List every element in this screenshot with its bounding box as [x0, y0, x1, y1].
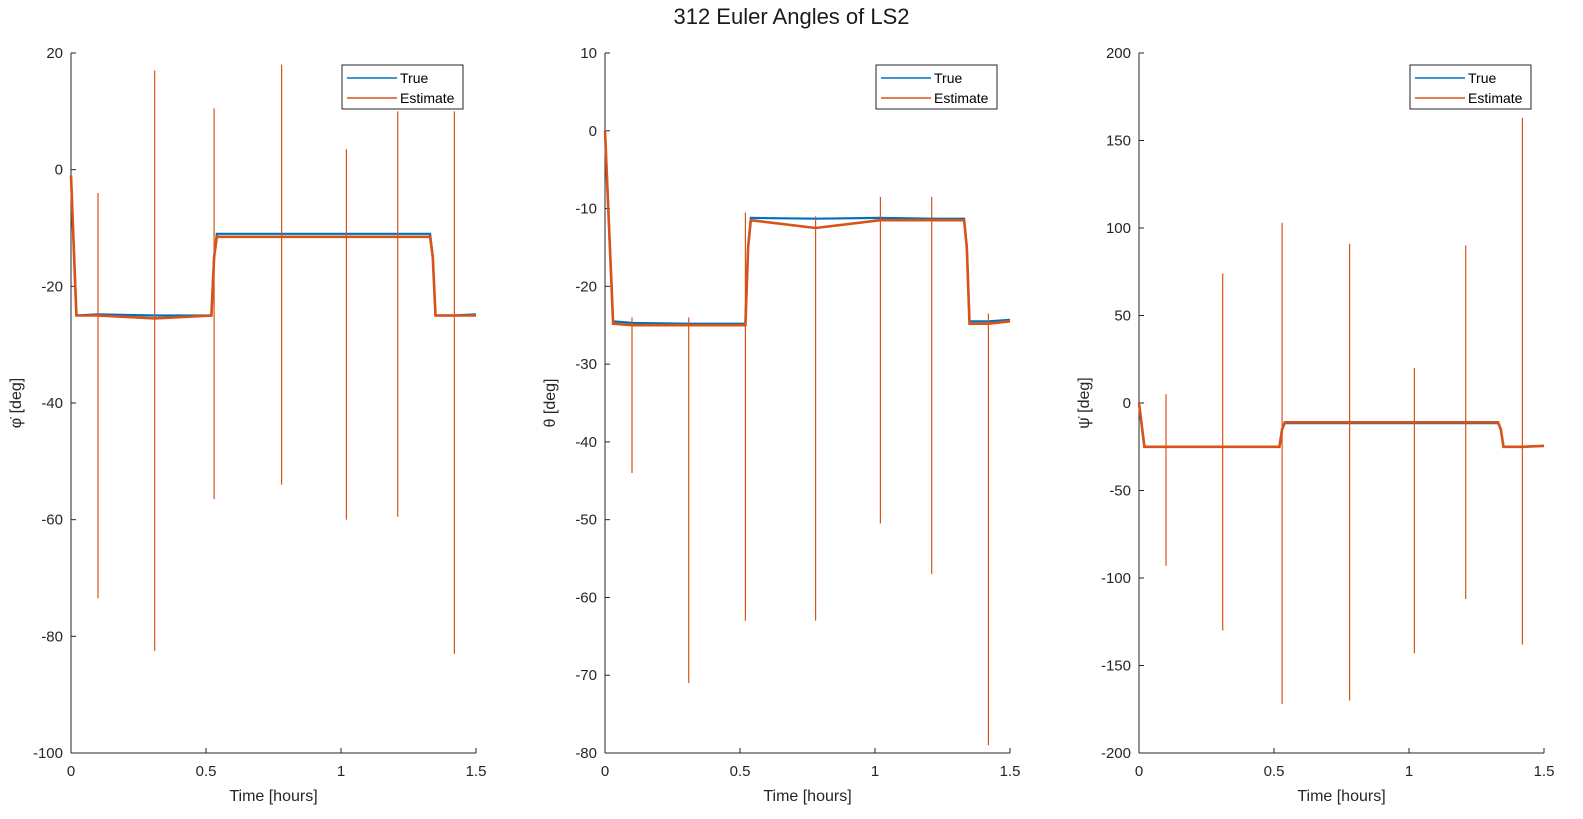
series-true-line [69, 175, 477, 317]
y-tick-label: 50 [1114, 308, 1131, 325]
series-estimate-line [1137, 402, 1545, 449]
y-axis-label: φ̇ [deg] [8, 378, 25, 428]
x-tick-label: 0.5 [730, 763, 751, 780]
figure-title: 312 Euler Angles of LS2 [673, 4, 910, 29]
legend-entry: Estimate [400, 90, 455, 106]
x-tick-label: 0.5 [1264, 763, 1285, 780]
legend-entry: Estimate [934, 90, 989, 106]
x-tick-label: 1 [1405, 763, 1413, 780]
x-axis-label: Time [hours] [229, 788, 317, 805]
series-true-line [1137, 402, 1545, 448]
x-tick-label: 0 [67, 763, 75, 780]
y-tick-label: 0 [589, 123, 597, 140]
y-tick-label: 100 [1106, 220, 1131, 237]
legend-entry: True [934, 70, 962, 86]
x-tick-label: 0.5 [196, 763, 217, 780]
x-tick-label: 0 [1135, 763, 1143, 780]
x-tick-label: 1.5 [1534, 763, 1555, 780]
x-tick-label: 1 [871, 763, 879, 780]
x-axis-label: Time [hours] [763, 788, 851, 805]
y-tick-label: -20 [575, 278, 597, 295]
y-tick-label: 150 [1106, 133, 1131, 150]
y-tick-label: -80 [575, 745, 597, 762]
legend-entry: True [400, 70, 428, 86]
legend-box [1409, 64, 1532, 110]
y-tick-label: -30 [575, 356, 597, 373]
series-estimate-line [69, 175, 476, 320]
legend-box [341, 64, 464, 110]
legend-entry: Estimate [1468, 90, 1523, 106]
x-axis-label: Time [hours] [1297, 788, 1385, 805]
legend-theta: True Estimate [875, 64, 998, 110]
y-tick-label: -200 [1101, 745, 1131, 762]
x-tick-label: 1.5 [466, 763, 487, 780]
y-tick-label: -40 [41, 395, 63, 412]
y-tick-label: 0 [1123, 395, 1131, 412]
y-tick-label: -70 [575, 667, 597, 684]
y-tick-label: -60 [575, 589, 597, 606]
y-tick-label: -150 [1101, 658, 1131, 675]
y-tick-label: 20 [46, 45, 63, 62]
legend-psi: True Estimate [1409, 64, 1532, 110]
x-tick-label: 1.5 [1000, 763, 1021, 780]
series-estimate-line [603, 130, 1011, 327]
x-tick-label: 0 [601, 763, 609, 780]
x-tick-label: 1 [337, 763, 345, 780]
y-tick-label: -50 [575, 512, 597, 529]
y-tick-label: -50 [1109, 483, 1131, 500]
legend-box [875, 64, 998, 110]
y-tick-label: 10 [580, 45, 597, 62]
y-tick-label: -20 [41, 278, 63, 295]
y-tick-label: -60 [41, 512, 63, 529]
y-tick-label: -80 [41, 628, 63, 645]
legend-entry: True [1468, 70, 1496, 86]
legend-phi: True Estimate [341, 64, 464, 110]
y-axis-label: ψ̇ [deg] [1076, 377, 1093, 428]
y-axis-label: θ [deg] [542, 379, 559, 428]
y-tick-label: -10 [575, 201, 597, 218]
y-tick-label: 0 [55, 162, 63, 179]
subplot-theta: 100-10-20-30-40-50-60-70-800 0.5 1 1.5Time … [542, 45, 1020, 805]
y-tick-label: -40 [575, 434, 597, 451]
y-tick-label: -100 [1101, 570, 1131, 587]
y-tick-label: 200 [1106, 45, 1131, 62]
y-tick-label: -100 [33, 745, 63, 762]
